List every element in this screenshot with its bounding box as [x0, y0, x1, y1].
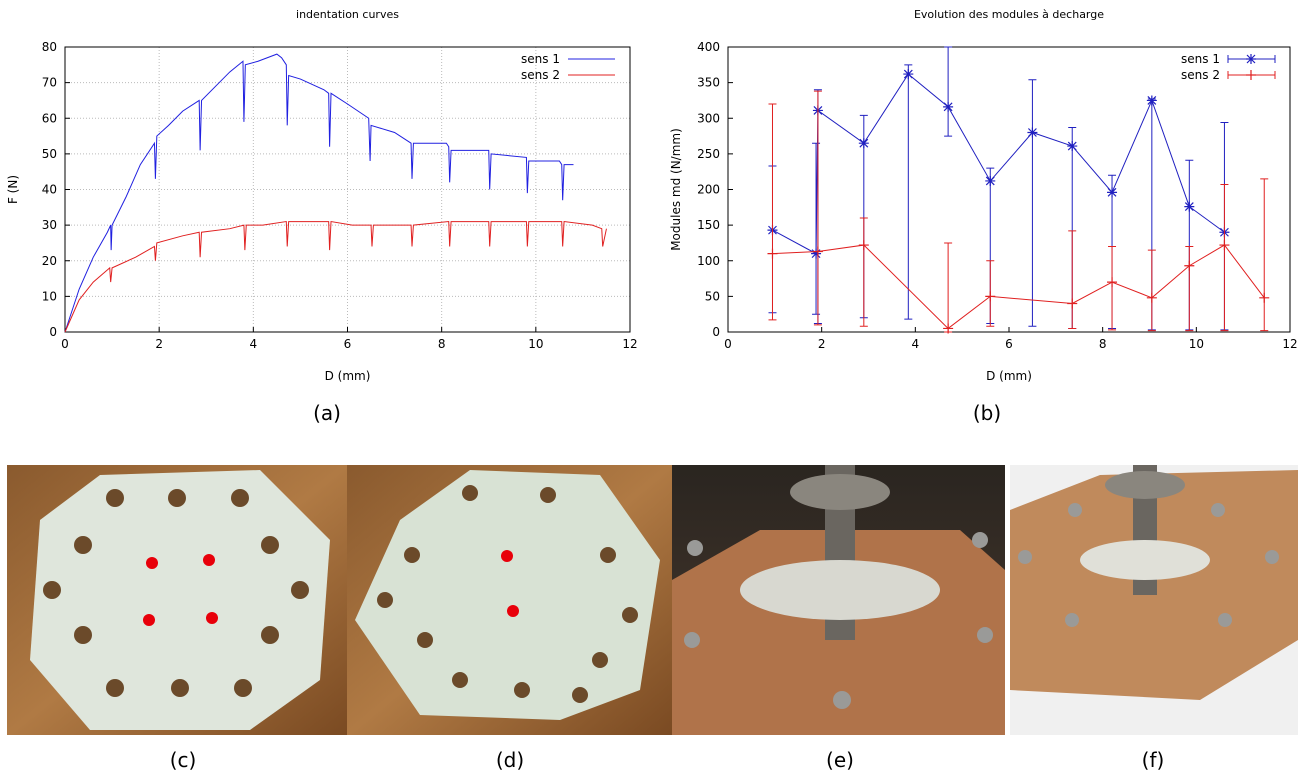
- y-axis-label: Modules md (N/mm): [669, 128, 683, 251]
- y-tick-label: 70: [42, 76, 57, 90]
- error-bar: [1108, 246, 1117, 331]
- y-tick-label: 350: [697, 76, 720, 90]
- chart-title: indentation curves: [296, 8, 399, 21]
- x-tick-label: 6: [1005, 337, 1013, 351]
- error-bar: [1147, 249, 1156, 332]
- x-tick-label: 0: [61, 337, 69, 351]
- y-tick-label: 80: [42, 40, 57, 54]
- marker: [1184, 201, 1195, 212]
- y-tick-label: 300: [697, 111, 720, 125]
- error-bar: [1260, 178, 1269, 332]
- x-tick-label: 6: [344, 337, 352, 351]
- error-bar: [944, 242, 953, 333]
- x-tick-label: 12: [622, 337, 637, 351]
- marker: [1219, 240, 1230, 251]
- x-axis-label: D (mm): [986, 369, 1032, 383]
- x-tick-label: 2: [818, 337, 826, 351]
- plot-frame: [64, 46, 631, 333]
- chart: Evolution des modules à decharge05010015…: [669, 8, 1298, 425]
- series-line: [64, 53, 574, 333]
- legend-label: sens 2: [1181, 68, 1220, 82]
- x-tick-label: 12: [1282, 337, 1297, 351]
- error-bar: [813, 90, 822, 326]
- marker: [1259, 292, 1270, 303]
- legend-label: sens 2: [521, 68, 560, 82]
- y-tick-label: 20: [42, 254, 57, 268]
- x-axis-label: D (mm): [325, 369, 371, 383]
- chart: indentation curves 0 10 20 30 40 50 60 70 80 0 2 4 6 8…: [6, 8, 638, 425]
- y-tick-label: 50: [705, 289, 720, 303]
- x-tick-label: 4: [250, 337, 258, 351]
- y-tick-label: 200: [697, 183, 720, 197]
- chart-title: Evolution des modules à decharge: [914, 8, 1104, 21]
- photo-e: [672, 465, 1005, 735]
- error-bar: [1185, 246, 1194, 332]
- marker: [858, 240, 869, 251]
- marker: [943, 101, 954, 112]
- error-bar: [768, 103, 777, 321]
- marker: [811, 248, 822, 259]
- y-tick-label: 0: [49, 325, 57, 339]
- legend-label: sens 1: [1181, 52, 1220, 66]
- caption: (a): [313, 401, 341, 425]
- marker: [858, 138, 869, 149]
- plot-frame: [727, 46, 1291, 333]
- marker: [1184, 260, 1195, 271]
- y-tick-label: 60: [42, 111, 57, 125]
- x-tick-label: 4: [912, 337, 920, 351]
- x-tick-label: 2: [155, 337, 163, 351]
- marker: [1067, 141, 1078, 152]
- y-tick-label: 10: [42, 289, 57, 303]
- error-bar: [1068, 230, 1077, 329]
- x-tick-label: 10: [528, 337, 543, 351]
- marker: [1067, 298, 1078, 309]
- error-bar: [859, 217, 868, 327]
- legend-errorbar-cap: [1227, 55, 1276, 63]
- x-tick-label: 0: [724, 337, 732, 351]
- x-tick-label: 8: [438, 337, 446, 351]
- marker: [943, 323, 954, 334]
- marker: [1107, 277, 1118, 288]
- legend-errorbar-cap: [1227, 71, 1276, 79]
- error-bar: [1220, 184, 1229, 332]
- marker: [903, 69, 914, 80]
- error-bar: [944, 46, 953, 137]
- marker: [1107, 187, 1118, 198]
- caption: (c): [170, 748, 197, 772]
- series-line: [64, 220, 607, 333]
- marker: [1027, 127, 1038, 138]
- marker: [767, 248, 778, 259]
- marker: [985, 291, 996, 302]
- caption: (b): [973, 401, 1001, 425]
- caption: (d): [496, 748, 524, 772]
- marker: [985, 175, 996, 186]
- y-tick-label: 100: [697, 254, 720, 268]
- y-tick-label: 30: [42, 218, 57, 232]
- error-bar: [904, 64, 913, 320]
- marker: [1246, 54, 1256, 64]
- y-tick-label: 250: [697, 147, 720, 161]
- error-bar: [1028, 79, 1037, 327]
- error-bar: [812, 142, 821, 315]
- y-tick-label: 50: [42, 147, 57, 161]
- photo-d: [347, 465, 672, 735]
- photo-f: [1010, 465, 1298, 735]
- marker: [1146, 292, 1157, 303]
- marker: [812, 246, 823, 257]
- y-tick-label: 400: [697, 40, 720, 54]
- y-tick-label: 0: [712, 325, 720, 339]
- x-tick-label: 8: [1099, 337, 1107, 351]
- caption: (e): [826, 748, 854, 772]
- y-tick-label: 150: [697, 218, 720, 232]
- legend-label: sens 1: [521, 52, 560, 66]
- y-tick-label: 40: [42, 183, 57, 197]
- y-axis-label: F (N): [6, 175, 20, 204]
- caption: (f): [1142, 748, 1165, 772]
- x-tick-label: 10: [1189, 337, 1204, 351]
- marker: [1246, 70, 1256, 80]
- marker: [1146, 95, 1157, 106]
- photo-c: [7, 465, 347, 735]
- series-line: [772, 244, 1265, 330]
